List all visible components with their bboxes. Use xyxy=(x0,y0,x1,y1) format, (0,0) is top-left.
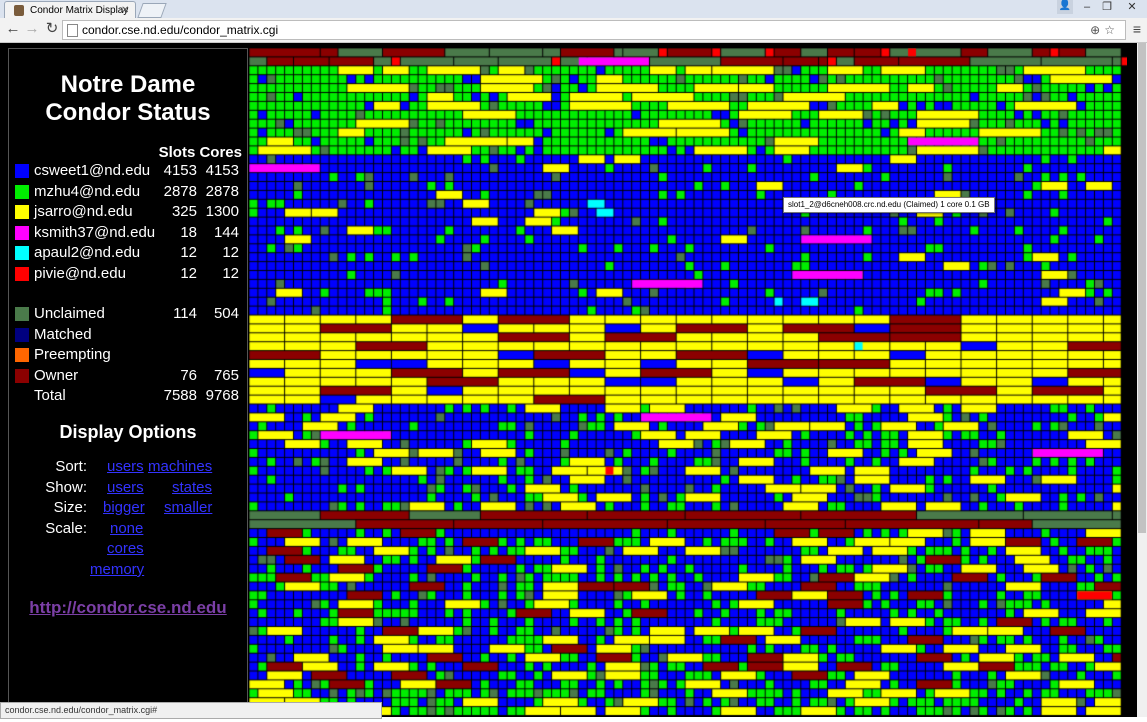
scale-label: Scale: xyxy=(45,520,87,537)
display-options-title: Display Options xyxy=(59,422,197,442)
address-bar[interactable]: condor.cse.nd.edu/condor_matrix.cgi ⊕☆ xyxy=(62,20,1126,40)
legend-color-swatch xyxy=(15,246,29,260)
legend-cores: 765 xyxy=(213,366,239,384)
legend-label: Unclaimed xyxy=(34,305,105,322)
tab-title: Condor Matrix Display xyxy=(30,5,129,16)
legend-slots: 4153 xyxy=(163,162,197,179)
scale-memory-link[interactable]: memory xyxy=(90,561,145,578)
legend-label: pivie@nd.edu xyxy=(34,264,126,282)
legend-color-swatch xyxy=(15,225,29,240)
legend-row: jsarro@nd.edu 325 1300 xyxy=(15,202,245,222)
new-tab-button[interactable] xyxy=(137,3,167,18)
legend-row: Matched xyxy=(15,325,245,345)
legend-row: csweet1@nd.edu 4153 4153 xyxy=(15,161,245,181)
legend-cores: 504 xyxy=(213,305,239,322)
legend-label: mzhu4@nd.edu xyxy=(34,182,141,200)
legend-label: jsarro@nd.edu xyxy=(34,203,133,220)
bookmark-star-icon[interactable]: ☆ xyxy=(1104,23,1119,37)
slots-column-header: Slots xyxy=(158,144,196,161)
size-smaller-link[interactable]: smaller xyxy=(164,499,213,516)
legend-color-swatch xyxy=(15,348,29,363)
legend-row: ksmith37@nd.edu 18 144 xyxy=(15,223,245,243)
sort-users-link[interactable]: users xyxy=(107,458,144,475)
legend-cores: 4153 xyxy=(205,162,239,179)
legend-color-swatch xyxy=(15,368,29,383)
legend-row: Unclaimed 114 504 xyxy=(15,304,245,324)
legend-cores: 144 xyxy=(213,223,239,241)
legend-slots: 325 xyxy=(171,203,197,220)
legend-row: Owner 76 765 xyxy=(15,366,245,386)
zoom-icon[interactable]: ⊕ xyxy=(1090,23,1105,37)
matrix-canvas[interactable] xyxy=(249,48,1127,717)
sort-label: Sort: xyxy=(55,458,87,475)
legend-label: ksmith37@nd.edu xyxy=(34,223,156,241)
page-icon xyxy=(67,24,78,37)
legend-slots: 2878 xyxy=(163,182,197,200)
legend-color-swatch xyxy=(15,307,29,321)
browser-tab-bar: Condor Matrix Display ✕ 👤 – ❐ ✕ xyxy=(0,0,1147,19)
show-users-link[interactable]: users xyxy=(107,479,144,496)
forward-arrow-icon[interactable]: → xyxy=(24,20,40,37)
size-label: Size: xyxy=(53,499,87,516)
scale-none-link[interactable]: none xyxy=(110,520,144,537)
page-title-line1: Notre Dame xyxy=(60,71,196,98)
browser-tab[interactable]: Condor Matrix Display ✕ xyxy=(4,1,136,19)
legend-row: Total 7588 9768 xyxy=(15,386,245,406)
status-sidebar: Notre Dame Condor Status Slots Cores csw… xyxy=(8,48,248,716)
scale-cores-link[interactable]: cores xyxy=(107,540,144,557)
legend-row: apaul2@nd.edu 12 12 xyxy=(15,243,245,263)
legend-label: Matched xyxy=(34,325,92,343)
browser-status-bar: condor.cse.nd.edu/condor_matrix.cgi# xyxy=(0,702,382,719)
legend-slots: 76 xyxy=(180,366,197,384)
legend-row: Preempting xyxy=(15,345,245,365)
page-body: Notre Dame Condor Status Slots Cores csw… xyxy=(0,43,1147,717)
legend-slots: 114 xyxy=(173,305,197,322)
legend-header: Slots Cores xyxy=(9,144,242,161)
legend-cores: 12 xyxy=(222,264,239,282)
legend-color-swatch xyxy=(15,184,29,199)
reload-icon[interactable]: ↻ xyxy=(45,20,59,37)
maximize-window-icon[interactable]: ❐ xyxy=(1102,1,1112,13)
browser-menu-icon[interactable]: ≡ xyxy=(1132,21,1142,37)
legend-row: mzhu4@nd.edu 2878 2878 xyxy=(15,182,245,202)
show-label: Show: xyxy=(45,479,87,496)
legend-label: apaul2@nd.edu xyxy=(34,244,141,261)
legend-slots: 7588 xyxy=(163,387,197,405)
legend-label: Preempting xyxy=(34,346,111,364)
page-scrollbar[interactable] xyxy=(1137,43,1147,717)
legend-slots: 12 xyxy=(180,264,197,282)
legend-cores: 1300 xyxy=(205,203,239,220)
legend-cores: 12 xyxy=(222,244,239,261)
back-arrow-icon[interactable]: ← xyxy=(5,20,21,37)
address-url: condor.cse.nd.edu/condor_matrix.cgi xyxy=(82,23,279,37)
cores-column-header: Cores xyxy=(199,144,242,161)
favicon-icon xyxy=(14,5,24,16)
browser-toolbar: ← → ↻ condor.cse.nd.edu/condor_matrix.cg… xyxy=(0,18,1147,43)
legend-row: pivie@nd.edu 12 12 xyxy=(15,264,245,284)
legend-color-swatch xyxy=(15,164,29,178)
legend-cores: 9768 xyxy=(205,387,239,405)
condor-slot-matrix[interactable] xyxy=(249,48,1127,717)
legend-label: Total xyxy=(34,387,66,405)
legend-color-swatch xyxy=(15,327,29,342)
sort-machines-link[interactable]: machines xyxy=(148,458,213,475)
tab-close-icon[interactable]: ✕ xyxy=(121,5,130,16)
legend-slots: 18 xyxy=(180,223,197,241)
user-profile-icon[interactable]: 👤 xyxy=(1057,0,1073,14)
size-bigger-link[interactable]: bigger xyxy=(103,499,145,516)
slot-tooltip: slot1_2@d6cneh008.crc.nd.edu (Claimed) 1… xyxy=(783,197,995,213)
scrollbar-thumb[interactable] xyxy=(1138,43,1146,533)
legend-color-swatch xyxy=(15,205,29,219)
minimize-window-icon[interactable]: – xyxy=(1083,1,1091,13)
show-states-link[interactable]: states xyxy=(172,479,213,496)
close-window-icon[interactable]: ✕ xyxy=(1127,1,1137,13)
condor-home-link[interactable]: http://condor.cse.nd.edu xyxy=(29,598,227,617)
legend-label: Owner xyxy=(34,366,79,384)
legend-cores: 2878 xyxy=(205,182,239,200)
legend-label: csweet1@nd.edu xyxy=(34,162,151,179)
page-title-line2: Condor Status xyxy=(45,99,211,126)
legend-slots: 12 xyxy=(180,244,197,261)
legend-color-swatch xyxy=(15,266,29,281)
page-title: Notre Dame Condor Status xyxy=(9,71,247,127)
